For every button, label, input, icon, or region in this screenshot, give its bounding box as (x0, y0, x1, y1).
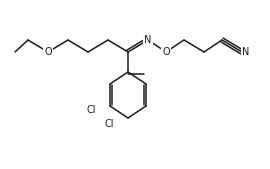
Text: Cl: Cl (86, 105, 96, 115)
Text: N: N (242, 47, 249, 57)
Text: O: O (162, 47, 170, 57)
Text: Cl: Cl (104, 119, 114, 129)
Text: O: O (44, 47, 52, 57)
Text: N: N (144, 35, 152, 45)
